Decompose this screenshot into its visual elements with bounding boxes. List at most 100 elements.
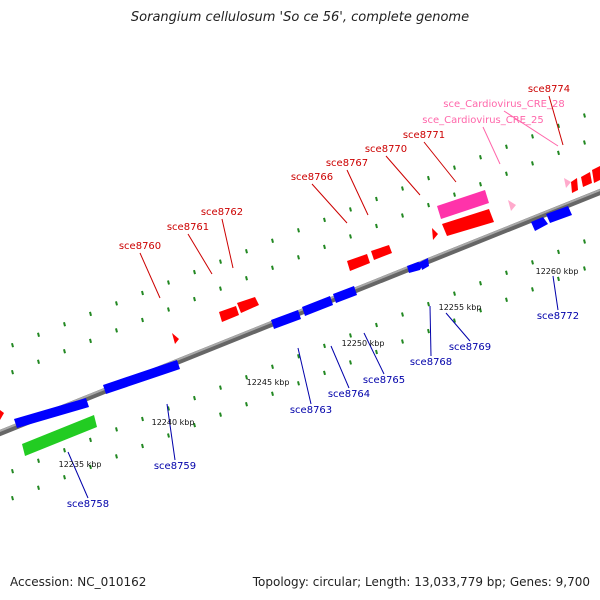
tick-mark xyxy=(479,154,482,160)
tick-mark xyxy=(63,448,66,453)
gene-sce8769[interactable] xyxy=(420,258,429,270)
tick-mark xyxy=(115,328,118,333)
tick-mark xyxy=(401,339,404,344)
tick-mark xyxy=(453,165,456,170)
gene-sce8759[interactable] xyxy=(103,360,180,394)
forward-gene-label[interactable]: sce8760 xyxy=(119,241,161,252)
tick-mark xyxy=(375,223,378,229)
tick-mark xyxy=(453,291,456,296)
rna-gene-label[interactable]: sce_Cardiovirus_CRE_28 xyxy=(443,99,564,110)
forward-gene-label[interactable]: sce8766 xyxy=(291,172,333,183)
tick-mark xyxy=(427,301,430,307)
forward-gene-leader xyxy=(423,141,457,183)
rna-gene-leader xyxy=(503,110,559,147)
tick-mark xyxy=(63,349,66,354)
gene-sce8774-c[interactable] xyxy=(592,166,600,183)
forward-gene-leader xyxy=(221,218,234,269)
forward-strand-genes xyxy=(0,166,600,420)
tick-mark xyxy=(193,269,196,275)
tick-mark xyxy=(375,349,378,355)
forward-gene-leader xyxy=(311,183,348,224)
reverse-gene-label[interactable]: sce8759 xyxy=(154,461,196,472)
feature-green[interactable] xyxy=(22,415,97,456)
tick-mark xyxy=(245,248,248,254)
reverse-gene-label[interactable]: sce8769 xyxy=(449,342,491,353)
reverse-gene-label[interactable]: sce8772 xyxy=(537,311,579,322)
tick-mark xyxy=(167,406,170,411)
gene-sce8764[interactable] xyxy=(302,296,333,316)
tick-mark xyxy=(115,427,118,432)
forward-gene-leader xyxy=(346,169,369,216)
gene-sce8765[interactable] xyxy=(333,286,357,303)
tick-mark xyxy=(37,359,40,364)
gene-sce_Cardiovirus_CRE_28[interactable] xyxy=(564,178,571,188)
gene-sce_Cardiovirus_CRE_25[interactable] xyxy=(508,200,516,211)
reverse-gene-label[interactable]: sce8763 xyxy=(290,405,332,416)
tick-mark xyxy=(297,354,300,359)
forward-gene-label[interactable]: sce8762 xyxy=(201,207,243,218)
tick-mark xyxy=(401,186,404,191)
forward-gene-label[interactable]: sce8767 xyxy=(326,158,368,169)
forward-gene-label[interactable]: sce8771 xyxy=(403,130,445,141)
gene-sce8774-a[interactable] xyxy=(571,178,578,193)
tick-mark xyxy=(37,332,40,337)
tick-mark xyxy=(271,265,274,271)
tick-mark xyxy=(89,437,92,443)
tick-mark xyxy=(245,401,248,407)
gene-sce8762[interactable] xyxy=(237,297,259,313)
tick-mark xyxy=(193,395,196,401)
tick-mark xyxy=(401,213,404,218)
reverse-gene-label[interactable]: sce8765 xyxy=(363,375,405,386)
gene-sce8768[interactable] xyxy=(407,262,424,273)
tick-mark xyxy=(245,374,248,380)
reverse-gene-leader xyxy=(166,403,176,461)
tick-mark xyxy=(505,144,508,150)
genome-summary-text: Topology: circular; Length: 13,033,779 b… xyxy=(252,575,590,589)
forward-gene-label[interactable]: sce8774 xyxy=(528,84,570,95)
tick-mark xyxy=(323,217,326,223)
accession-text: Accession: NC_010162 xyxy=(10,575,147,589)
gene-sce8760[interactable] xyxy=(172,333,179,344)
tick-mark xyxy=(531,260,534,265)
reverse-gene-label[interactable]: sce8768 xyxy=(410,357,452,368)
tick-mark xyxy=(505,171,508,177)
tick-mark xyxy=(323,370,326,376)
gene-left-edge[interactable] xyxy=(0,410,4,420)
gene-sce8774-b[interactable] xyxy=(581,172,592,187)
gene-labels: sce8760 sce8761 sce8762 sce8766 sce8767 sce87… xyxy=(67,84,579,510)
tick-mark xyxy=(427,175,430,181)
reverse-gene-leader xyxy=(429,305,432,357)
tick-mark xyxy=(505,270,508,276)
reverse-gene-label[interactable]: sce8758 xyxy=(67,499,109,510)
forward-gene-leader xyxy=(548,95,564,146)
gene-sce8771[interactable] xyxy=(442,209,494,236)
rna-gene-label[interactable]: sce_Cardiovirus_CRE_25 xyxy=(422,115,543,126)
gene-sce8770[interactable] xyxy=(432,228,438,240)
tick-mark xyxy=(89,311,92,317)
tick-mark xyxy=(37,458,40,463)
tick-mark xyxy=(193,296,196,302)
tick-mark xyxy=(349,207,352,212)
gene-sce8763[interactable] xyxy=(271,310,301,329)
gene-sce8761[interactable] xyxy=(219,306,239,322)
tick-mark xyxy=(219,259,222,264)
tick-mark xyxy=(349,360,352,365)
gene-sce8758[interactable] xyxy=(14,398,89,428)
gene-sce8772-b[interactable] xyxy=(546,206,572,223)
tick-mark xyxy=(115,301,118,306)
tick-mark xyxy=(427,202,430,208)
tick-label: 12235 kbp xyxy=(59,460,102,469)
gene-rna-block[interactable] xyxy=(437,190,489,219)
reverse-gene-label[interactable]: sce8764 xyxy=(328,389,370,400)
gene-sce8772-a[interactable] xyxy=(531,217,548,231)
gene-sce8766[interactable] xyxy=(347,254,370,271)
tick-mark xyxy=(219,412,222,417)
gene-sce8767[interactable] xyxy=(371,245,392,260)
tick-rows xyxy=(11,113,586,501)
tick-mark xyxy=(271,238,274,244)
tick-mark xyxy=(141,443,144,449)
forward-gene-label[interactable]: sce8761 xyxy=(167,222,209,233)
tick-mark xyxy=(11,369,14,375)
forward-gene-label[interactable]: sce8770 xyxy=(365,144,407,155)
